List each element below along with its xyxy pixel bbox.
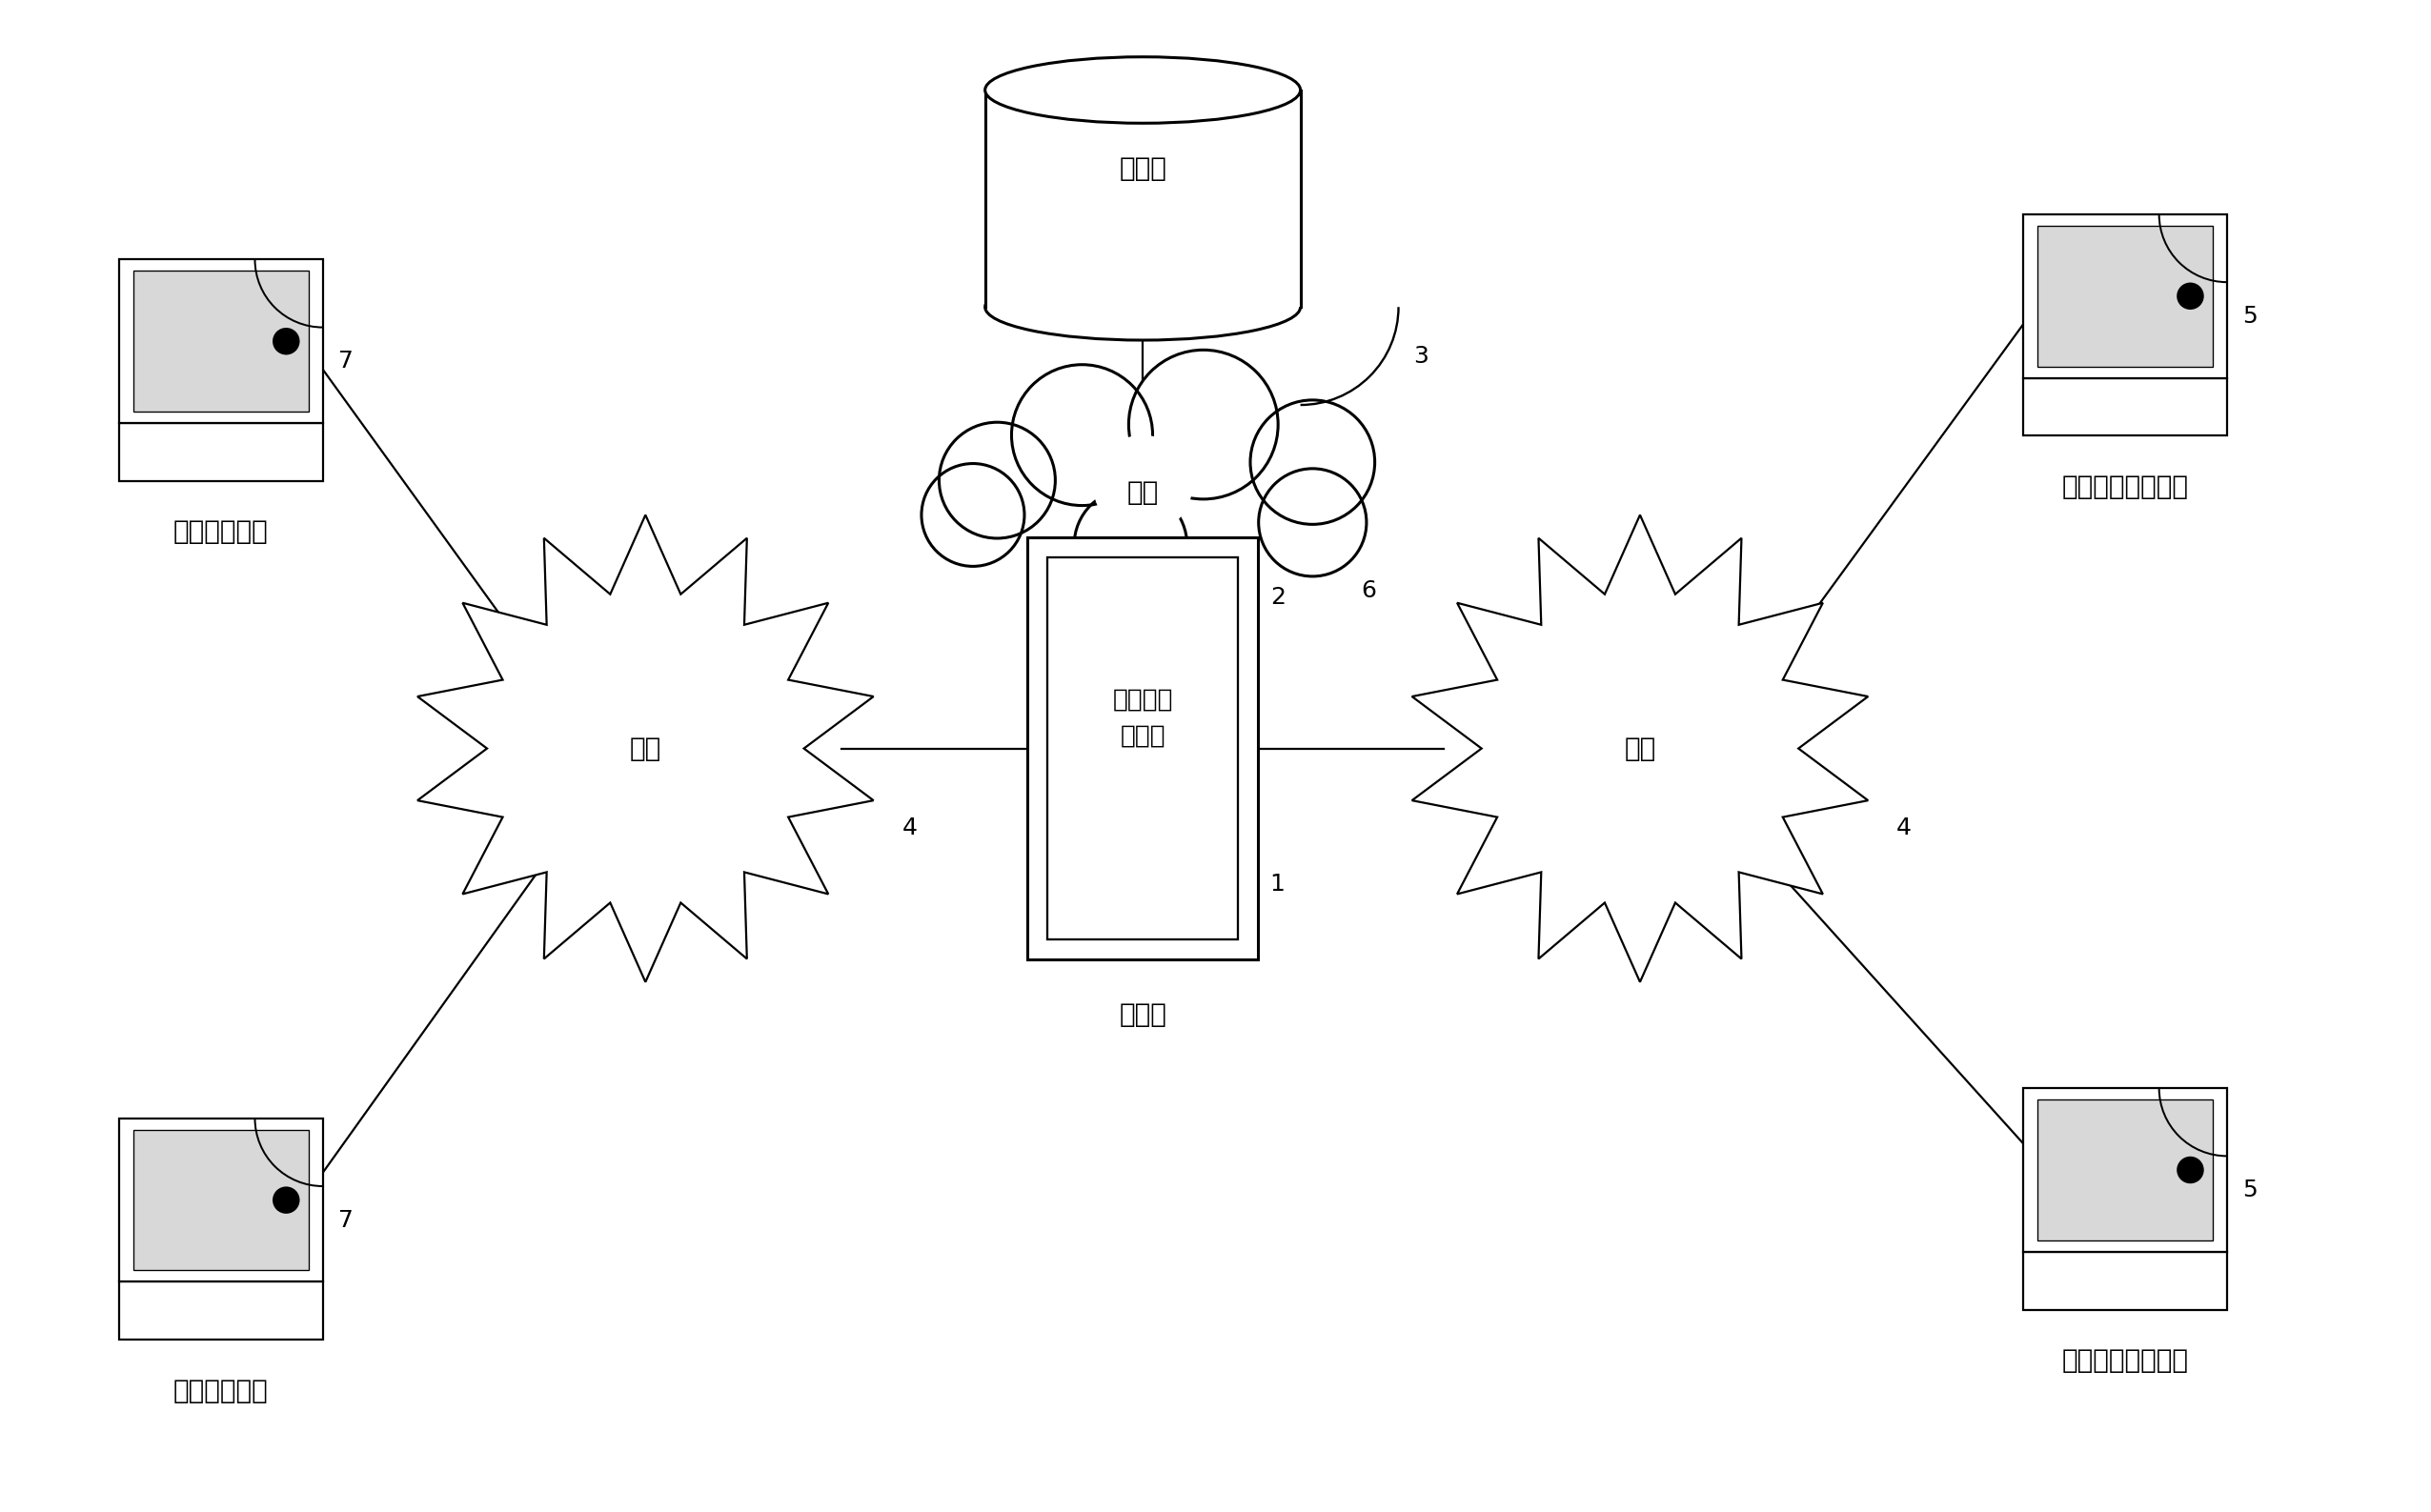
Text: 内部用户端计算机: 内部用户端计算机 bbox=[2061, 473, 2188, 500]
Circle shape bbox=[1259, 469, 1366, 576]
Text: 5: 5 bbox=[2241, 1178, 2256, 1202]
Text: 客户端计算机: 客户端计算机 bbox=[173, 519, 267, 546]
Bar bbox=[134, 1129, 309, 1270]
Bar bbox=[119, 423, 323, 481]
Bar bbox=[119, 260, 323, 423]
Bar bbox=[119, 1282, 323, 1340]
Text: 服务器: 服务器 bbox=[1118, 1001, 1167, 1028]
Text: 内部用户端计算机: 内部用户端计算机 bbox=[2061, 1347, 2188, 1374]
Circle shape bbox=[2176, 1157, 2205, 1184]
Bar bbox=[2037, 1099, 2212, 1240]
Text: 7: 7 bbox=[338, 349, 352, 372]
Text: 5: 5 bbox=[2241, 304, 2256, 328]
Bar bbox=[119, 1119, 323, 1282]
Circle shape bbox=[1094, 435, 1194, 535]
Text: 4: 4 bbox=[902, 816, 916, 839]
Text: 客户端计算机: 客户端计算机 bbox=[173, 1377, 267, 1405]
Circle shape bbox=[2176, 283, 2205, 310]
Circle shape bbox=[1011, 364, 1152, 505]
Bar bbox=[1028, 538, 1257, 960]
Circle shape bbox=[1128, 349, 1279, 499]
Text: 2: 2 bbox=[1269, 587, 1286, 609]
Circle shape bbox=[1075, 488, 1186, 602]
Text: 自动化排
刀装置: 自动化排 刀装置 bbox=[1113, 688, 1174, 748]
Circle shape bbox=[272, 328, 299, 355]
Circle shape bbox=[921, 464, 1023, 567]
Text: 3: 3 bbox=[1412, 345, 1429, 367]
Bar bbox=[2023, 1089, 2227, 1252]
Text: 7: 7 bbox=[338, 1208, 352, 1231]
Bar bbox=[2023, 215, 2227, 378]
Ellipse shape bbox=[985, 57, 1301, 122]
Bar bbox=[985, 91, 1301, 307]
Bar bbox=[2023, 1252, 2227, 1309]
Text: 连接: 连接 bbox=[1128, 479, 1160, 505]
Polygon shape bbox=[418, 516, 873, 981]
Text: 数据库: 数据库 bbox=[1118, 156, 1167, 181]
Bar bbox=[134, 271, 309, 411]
Text: 4: 4 bbox=[1896, 816, 1911, 839]
Circle shape bbox=[1250, 401, 1376, 525]
Bar bbox=[2037, 225, 2212, 366]
Text: 网络: 网络 bbox=[630, 735, 661, 762]
Bar bbox=[1048, 556, 1237, 940]
Circle shape bbox=[272, 1187, 299, 1214]
Text: 网络: 网络 bbox=[1624, 735, 1656, 762]
Bar bbox=[2023, 378, 2227, 435]
Text: 1: 1 bbox=[1269, 872, 1286, 895]
Ellipse shape bbox=[985, 274, 1301, 340]
Circle shape bbox=[938, 422, 1055, 538]
Polygon shape bbox=[1412, 516, 1867, 981]
Text: 6: 6 bbox=[1361, 579, 1376, 602]
